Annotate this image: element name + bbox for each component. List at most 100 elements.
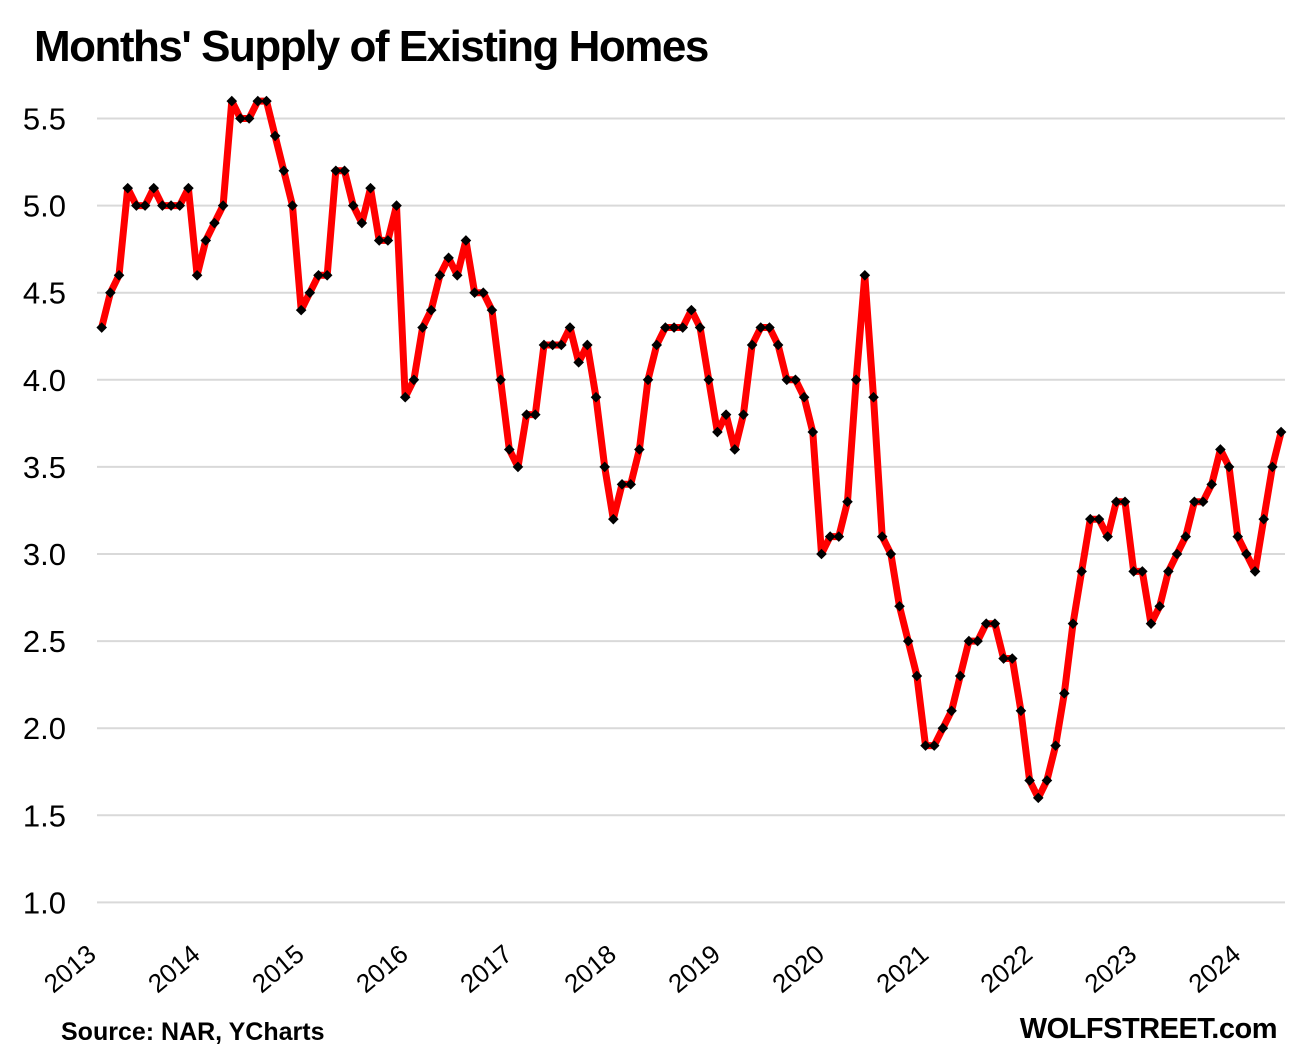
- data-point-marker: [651, 339, 663, 351]
- data-point-marker: [746, 339, 758, 351]
- data-point-marker: [1102, 531, 1113, 542]
- data-point-marker: [382, 235, 394, 246]
- data-point-marker: [495, 374, 506, 386]
- data-point-marker: [460, 235, 472, 246]
- y-tick-label: 5.5: [23, 102, 66, 137]
- data-point-marker: [712, 426, 723, 438]
- x-tick-label: 2015: [246, 939, 310, 999]
- data-point-marker: [443, 252, 454, 264]
- data-point-marker: [1128, 566, 1139, 577]
- data-point-marker: [954, 670, 966, 682]
- data-point-marker: [191, 269, 203, 281]
- data-point-marker: [998, 653, 1009, 664]
- data-point-marker: [1058, 688, 1070, 699]
- data-point-marker: [1093, 513, 1105, 525]
- data-point-marker: [503, 444, 515, 455]
- data-point-marker: [417, 322, 428, 333]
- data-point-marker: [530, 409, 541, 420]
- data-point-marker: [122, 182, 134, 194]
- data-point-marker: [486, 304, 498, 316]
- data-point-marker: [425, 304, 437, 316]
- data-point-marker: [859, 269, 871, 281]
- data-point-marker: [1275, 426, 1287, 438]
- data-point-marker: [764, 322, 775, 333]
- data-point-marker: [599, 461, 610, 473]
- data-point-marker: [365, 182, 376, 194]
- data-point-marker: [252, 95, 264, 107]
- data-point-marker: [980, 618, 992, 629]
- data-point-marker: [729, 444, 741, 455]
- y-tick-label: 1.5: [23, 798, 66, 833]
- data-point-marker: [157, 200, 168, 211]
- data-point-marker: [356, 217, 368, 229]
- x-tick-label: 2017: [454, 939, 518, 999]
- data-point-marker: [1232, 531, 1244, 542]
- x-axis-labels: 2013 2014 2015 2016 2017 2018 2019 2020 2021 2022…: [38, 939, 1246, 999]
- data-point-marker: [1197, 496, 1209, 508]
- data-point-marker: [590, 391, 602, 403]
- data-point-marker: [677, 322, 689, 333]
- data-point-marker: [798, 391, 810, 403]
- data-point-marker: [1163, 566, 1174, 577]
- data-point-marker: [946, 705, 957, 717]
- data-point-marker: [963, 635, 975, 647]
- data-point-marker: [1024, 775, 1035, 786]
- data-point-marker: [1249, 566, 1261, 577]
- data-point-marker: [911, 670, 923, 682]
- data-point-marker: [868, 391, 879, 403]
- data-point-marker: [304, 287, 316, 298]
- data-point-marker: [139, 200, 151, 211]
- data-point-marker: [694, 322, 706, 333]
- data-point-marker: [1241, 548, 1252, 560]
- data-point-marker: [703, 374, 715, 386]
- data-point-marker: [538, 339, 550, 351]
- data-point-marker: [833, 531, 845, 542]
- data-point-marker: [321, 269, 333, 281]
- data-point-marker: [582, 339, 593, 351]
- data-point-marker: [469, 287, 480, 298]
- data-point-marker: [1223, 461, 1235, 473]
- x-tick-label: 2021: [870, 939, 934, 999]
- data-point-marker: [1006, 653, 1018, 664]
- data-point-marker: [547, 339, 558, 351]
- source-note: Source: NAR, YCharts: [61, 1018, 325, 1046]
- data-point-marker: [217, 200, 229, 211]
- data-point-marker: [720, 409, 732, 420]
- data-point-marker: [113, 269, 125, 281]
- x-tick-label: 2019: [662, 939, 726, 999]
- data-point-marker: [1154, 600, 1165, 612]
- data-point-marker: [399, 391, 411, 403]
- data-point-marker: [313, 269, 324, 281]
- chart-title: Months' Supply of Existing Homes: [34, 22, 709, 71]
- data-point-marker: [807, 426, 819, 438]
- data-point-marker: [556, 339, 567, 351]
- data-point-marker: [477, 287, 489, 298]
- data-point-marker: [209, 217, 220, 229]
- y-tick-label: 3.0: [23, 537, 66, 572]
- data-point-marker: [790, 374, 801, 386]
- data-point-marker: [1171, 548, 1183, 560]
- data-point-marker: [287, 200, 298, 211]
- y-tick-label: 2.0: [23, 711, 66, 746]
- x-tick-label: 2018: [558, 939, 622, 999]
- data-point-marker: [1258, 513, 1270, 525]
- data-point-marker: [1119, 496, 1131, 508]
- data-point-marker: [1215, 444, 1226, 455]
- y-tick-label: 3.5: [23, 450, 66, 485]
- data-point-marker: [634, 444, 645, 455]
- data-point-marker: [842, 496, 853, 508]
- data-point-marker: [1189, 496, 1200, 508]
- data-point-marker: [183, 182, 194, 194]
- data-point-marker: [1206, 479, 1218, 490]
- data-point-marker: [972, 635, 983, 647]
- data-point-marker: [1032, 792, 1044, 804]
- y-tick-label: 2.5: [23, 624, 66, 659]
- x-tick-label: 2016: [350, 939, 414, 999]
- y-tick-label: 4.5: [23, 276, 66, 311]
- data-point-marker: [928, 740, 940, 751]
- data-point-marker: [625, 479, 636, 490]
- data-point-marker: [434, 269, 446, 281]
- y-tick-label: 1.0: [23, 885, 66, 920]
- data-point-marker: [278, 165, 290, 177]
